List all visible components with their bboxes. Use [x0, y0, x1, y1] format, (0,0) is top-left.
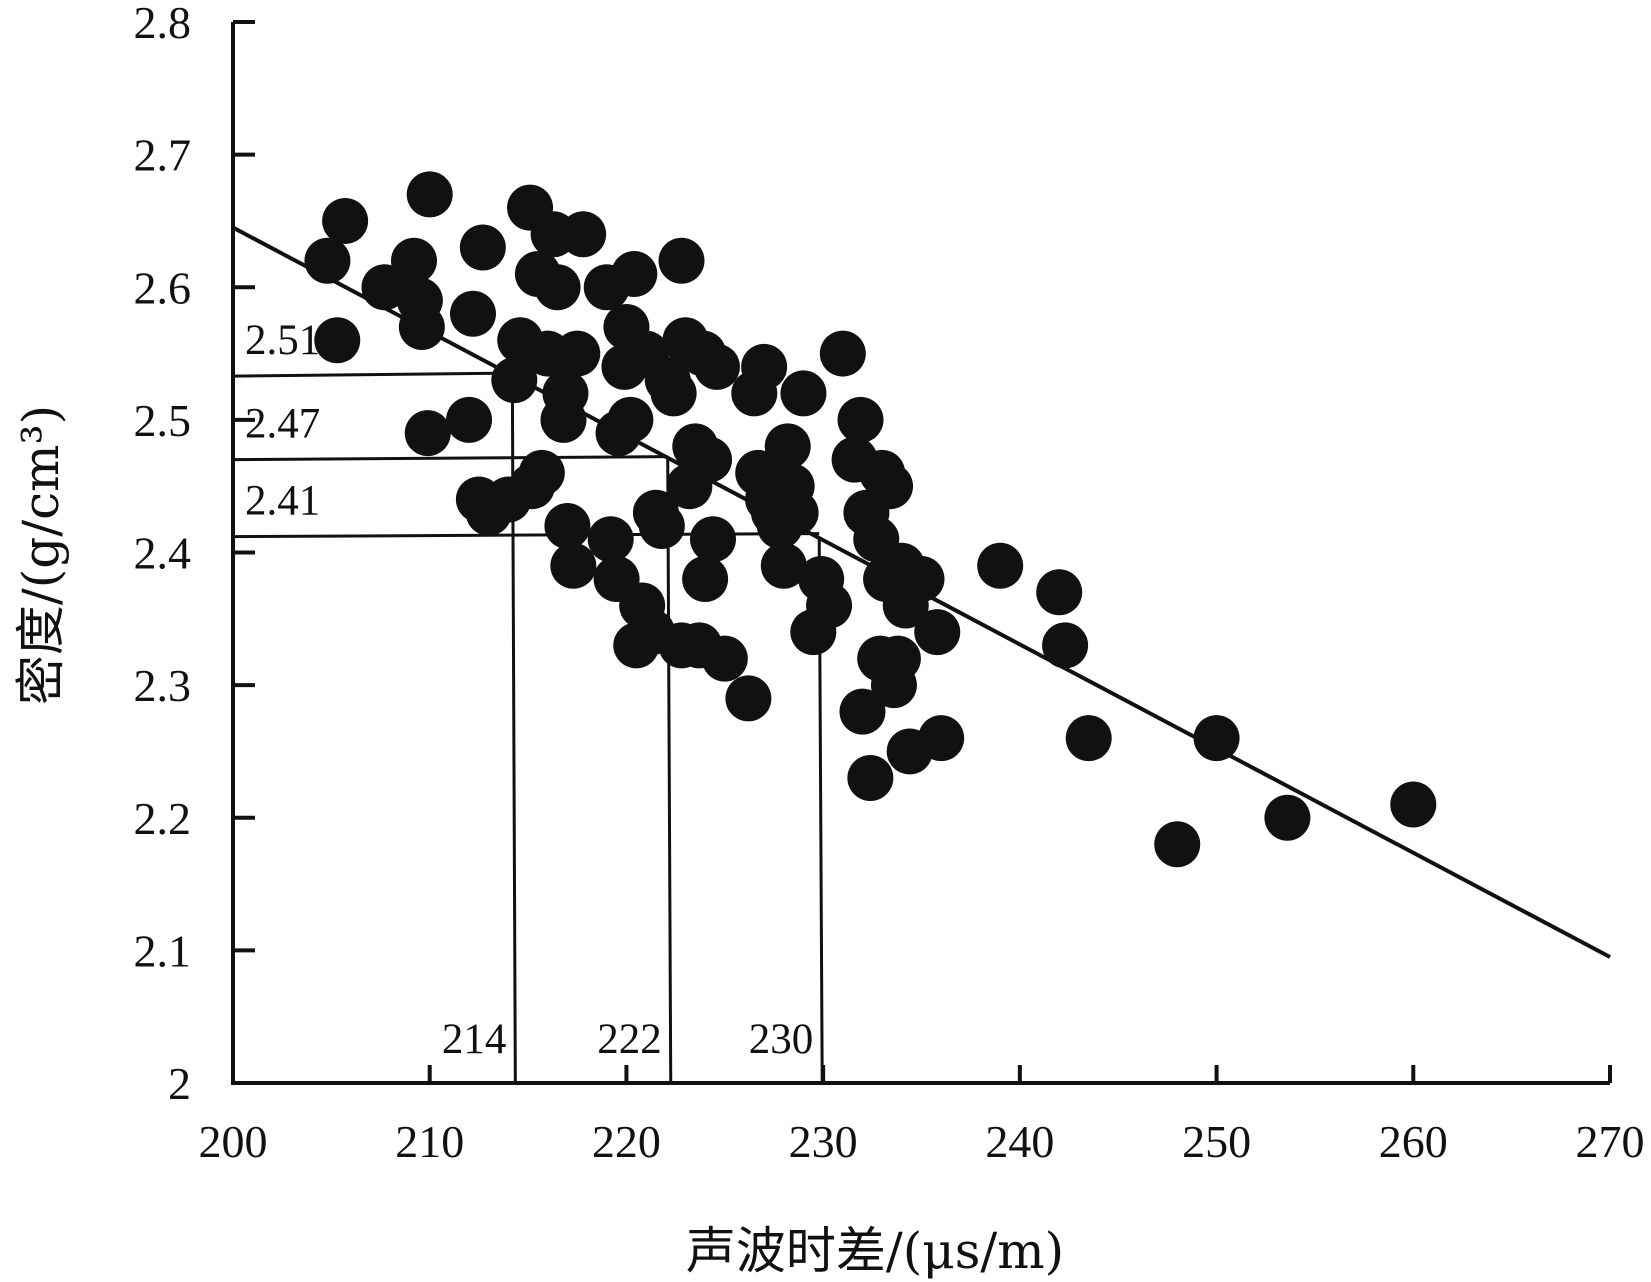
y-tick-label: 2.5: [134, 395, 192, 446]
reference-y-label: 2.51: [245, 317, 320, 364]
data-points: [304, 171, 1437, 868]
data-point: [977, 542, 1024, 589]
data-point: [587, 516, 634, 563]
data-point: [404, 410, 451, 457]
data-point: [760, 542, 807, 589]
data-point: [874, 635, 921, 682]
data-point: [544, 502, 591, 549]
data-point: [1264, 794, 1311, 841]
data-point: [741, 343, 788, 390]
x-axis-title: 声波时差/(μs/m): [686, 1222, 1064, 1280]
data-point: [518, 449, 565, 496]
data-point: [701, 635, 748, 682]
axes: [231, 20, 1612, 1085]
data-point: [819, 330, 866, 377]
data-point: [764, 423, 811, 470]
data-point: [689, 516, 736, 563]
reference-x-label: 222: [597, 1016, 662, 1063]
data-point: [304, 237, 351, 284]
data-point: [682, 556, 729, 603]
data-point: [554, 330, 601, 377]
data-point: [449, 290, 496, 337]
data-point: [898, 556, 945, 603]
data-point: [914, 609, 961, 656]
data-point: [406, 171, 453, 218]
x-tick-label: 220: [592, 1116, 661, 1167]
data-point: [398, 304, 445, 351]
reference-x-label: 214: [442, 1016, 507, 1063]
data-point: [650, 370, 697, 417]
data-point: [1065, 715, 1112, 762]
data-point: [361, 264, 408, 311]
y-tick-label: 2.2: [134, 793, 192, 844]
data-point: [693, 343, 740, 390]
reference-y-label: 2.41: [245, 478, 320, 525]
y-tick-label: 2.3: [134, 660, 192, 711]
reference-labels: 2.51 214 2.47 222 2.41 230: [245, 317, 813, 1063]
data-point: [658, 237, 705, 284]
data-point: [686, 436, 733, 483]
data-point: [772, 489, 819, 536]
data-point: [725, 675, 772, 722]
data-point: [390, 237, 437, 284]
data-point: [491, 357, 538, 404]
data-point: [611, 250, 658, 297]
data-point: [847, 754, 894, 801]
data-point: [1036, 569, 1083, 616]
data-point: [780, 370, 827, 417]
data-point: [550, 542, 597, 589]
data-point: [560, 211, 607, 258]
data-point: [540, 396, 587, 443]
data-point: [314, 317, 361, 364]
reference-y-label: 2.47: [245, 401, 320, 448]
reference-x-label: 230: [749, 1016, 814, 1063]
data-point: [459, 224, 506, 271]
y-tick-label: 2.6: [134, 262, 192, 313]
reference-line-horizontal: [232, 455, 668, 462]
data-point: [837, 396, 884, 443]
x-tick-label: 230: [789, 1116, 858, 1167]
y-tick-label: 2.1: [134, 925, 192, 976]
x-tick-label: 200: [199, 1116, 268, 1167]
data-point: [446, 396, 493, 443]
data-point: [1390, 781, 1437, 828]
data-point: [918, 715, 965, 762]
data-point: [534, 264, 581, 311]
data-point: [1042, 622, 1089, 669]
tick-labels: 200 210 220 230 240 250 260 270 2 2.1 2.2 2.3 2.4 2.5…: [134, 0, 1645, 1167]
data-point: [638, 502, 685, 549]
data-point: [867, 463, 914, 510]
x-tick-label: 210: [395, 1116, 464, 1167]
data-point: [322, 197, 369, 244]
reference-line-horizontal: [232, 371, 513, 378]
data-point: [1154, 821, 1201, 868]
y-tick-label: 2.8: [134, 0, 192, 48]
x-tick-label: 270: [1576, 1116, 1645, 1167]
data-point: [1193, 715, 1240, 762]
x-tick-label: 260: [1379, 1116, 1448, 1167]
y-tick-label: 2.4: [134, 528, 192, 579]
data-point: [607, 396, 654, 443]
reference-line-vertical: [666, 459, 673, 1084]
y-tick-label: 2.7: [134, 130, 192, 181]
y-tick-label: 2: [168, 1058, 191, 1109]
x-tick-label: 240: [985, 1116, 1054, 1167]
x-tick-label: 250: [1182, 1116, 1251, 1167]
data-point: [806, 582, 853, 629]
data-point: [839, 688, 886, 735]
y-axis-title: 密度/(g/cm³): [12, 405, 70, 705]
